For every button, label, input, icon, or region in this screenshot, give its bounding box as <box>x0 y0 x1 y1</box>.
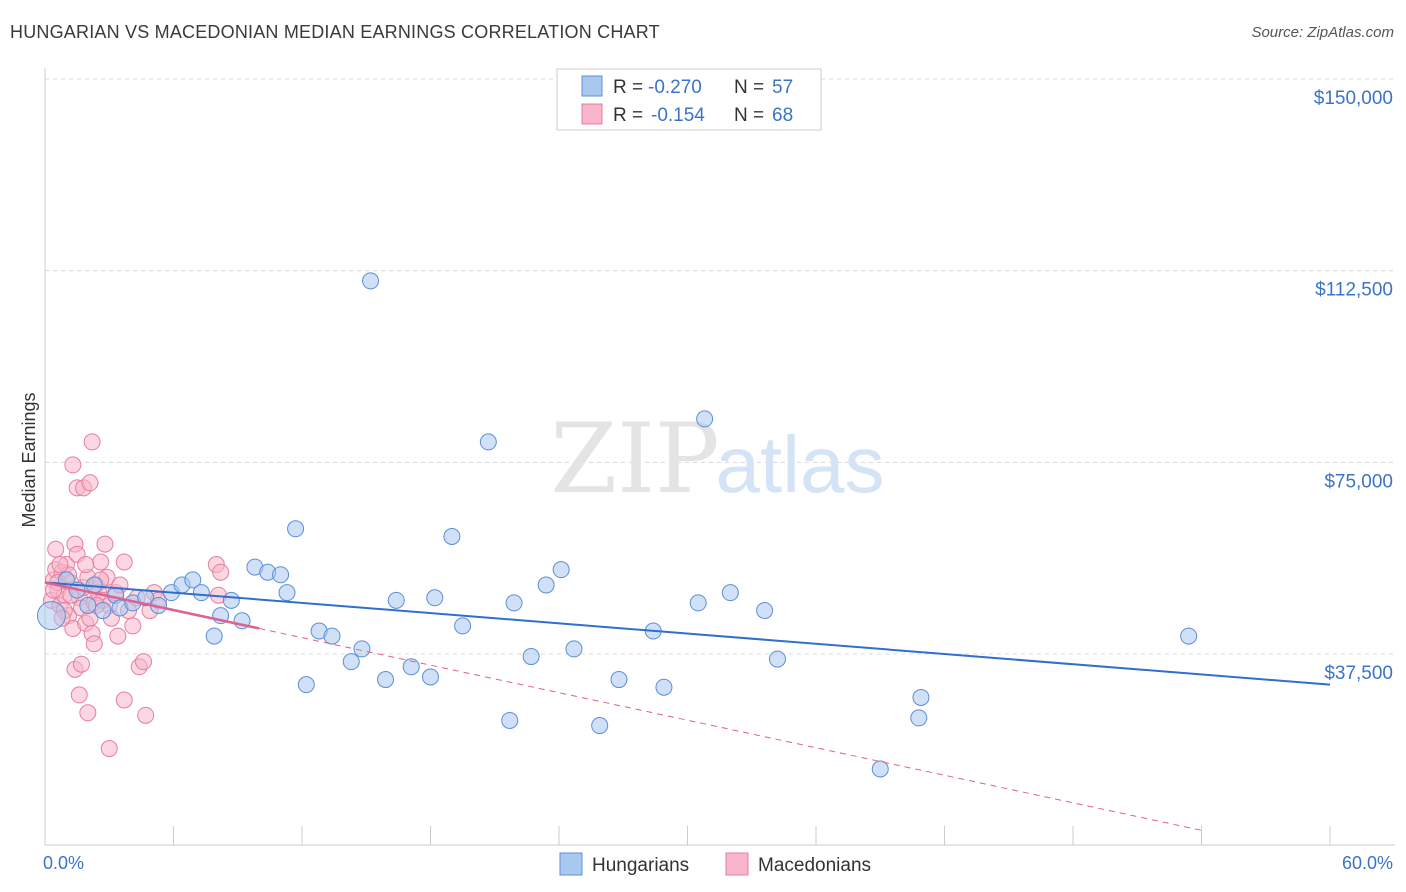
hungarian-point-55 <box>1180 627 1198 645</box>
x-tick-label-0: 0.0% <box>43 853 84 873</box>
macedonian-point-44 <box>124 617 142 635</box>
hungarian-point-34 <box>443 527 461 545</box>
hungarian-point-54 <box>910 709 928 727</box>
series-hungarians <box>36 272 1198 778</box>
y-tick-label-3: $150,000 <box>1314 88 1393 109</box>
macedonian-point-24 <box>92 553 110 571</box>
hungarian-point-41 <box>552 561 570 579</box>
hungarian-point-14 <box>205 627 223 645</box>
legend-n-value-macedonians: 68 <box>772 105 793 126</box>
hungarian-point-44 <box>610 671 628 689</box>
hungarian-point-35 <box>454 617 472 635</box>
legend-n-label-macedonians: N = <box>734 105 764 126</box>
watermark-zip: ZIP <box>550 403 719 515</box>
hungarian-point-12 <box>184 571 202 589</box>
legend-r-value-macedonians: -0.154 <box>651 105 705 126</box>
trend-line-hungarians <box>44 581 1331 686</box>
hungarian-point-26 <box>342 653 360 671</box>
macedonian-point-49 <box>115 691 133 709</box>
bottom-legend-label-macedonians: Macedonians <box>758 855 871 876</box>
y-tick-labels: $37,500 $75,000 $112,500 $150,000 <box>1314 88 1393 684</box>
bottom-legend-label-hungarians: Hungarians <box>592 855 689 876</box>
macedonian-point-64 <box>109 627 127 645</box>
hungarian-point-16 <box>222 591 240 609</box>
hungarian-point-51 <box>768 650 786 668</box>
hungarian-point-13 <box>192 584 210 602</box>
correlation-legend: R = -0.270 N = 57 R = -0.154 N = 68 <box>556 68 822 131</box>
hungarian-point-30 <box>387 591 405 609</box>
axes <box>44 68 1395 846</box>
source-label: Source: ZipAtlas.com <box>1251 24 1394 41</box>
hungarian-point-37 <box>501 711 519 729</box>
x-tick-label-1: 60.0% <box>1342 853 1393 873</box>
hungarian-point-33 <box>426 589 444 607</box>
hungarian-point-27 <box>353 640 371 658</box>
macedonian-point-29 <box>81 474 99 492</box>
macedonian-point-35 <box>85 635 103 653</box>
macedonian-point-32 <box>72 655 90 673</box>
hungarian-point-4 <box>94 602 112 620</box>
trend-extension-macedonians <box>259 627 1202 831</box>
legend-r-label-hungarians: R = <box>613 77 643 98</box>
macedonian-point-47 <box>135 653 153 671</box>
watermark-atlas: atlas <box>716 420 885 509</box>
hungarian-point-53 <box>912 688 930 706</box>
hungarian-point-32 <box>422 668 439 686</box>
hungarian-point-20 <box>272 566 290 584</box>
hungarian-point-52 <box>871 760 889 778</box>
hungarian-point-36 <box>479 433 497 451</box>
macedonian-point-34 <box>79 704 97 722</box>
hungarian-point-48 <box>696 410 714 428</box>
bottom-legend-swatch-macedonians <box>725 852 749 876</box>
y-tick-label-2: $112,500 <box>1315 280 1393 301</box>
trend-line-macedonians <box>44 581 260 630</box>
hungarian-point-29 <box>377 671 395 689</box>
hungarian-point-50 <box>756 602 774 620</box>
hungarian-point-56 <box>79 596 97 614</box>
hungarian-point-47 <box>689 594 707 612</box>
x-tick-labels: 0.0% 60.0% <box>43 853 1393 873</box>
legend-swatch-hungarians <box>581 75 603 97</box>
hungarian-point-0 <box>36 601 66 631</box>
hungarian-point-43 <box>591 717 609 735</box>
y-tick-label-1: $75,000 <box>1324 471 1393 492</box>
hungarian-point-21 <box>278 584 296 602</box>
chart-title: HUNGARIAN VS MACEDONIAN MEDIAN EARNINGS … <box>10 22 660 42</box>
legend-n-value-hungarians: 57 <box>772 77 793 98</box>
legend-swatch-macedonians <box>581 103 603 125</box>
macedonian-point-50 <box>100 740 118 758</box>
series-legend: Hungarians Macedonians <box>559 852 871 876</box>
hungarian-point-23 <box>297 676 315 694</box>
hungarian-point-38 <box>505 594 523 612</box>
y-axis-title: Median Earnings <box>19 392 39 527</box>
macedonian-point-36 <box>96 535 114 553</box>
hungarian-point-31 <box>402 658 420 676</box>
y-tick-label-0: $37,500 <box>1324 663 1393 684</box>
macedonian-point-66 <box>77 556 95 574</box>
macedonian-point-3 <box>47 540 65 558</box>
hungarian-point-25 <box>323 627 341 645</box>
legend-r-value-hungarians: -0.270 <box>648 77 702 98</box>
hungarian-point-39 <box>522 648 540 666</box>
hungarian-point-28 <box>362 272 380 290</box>
hungarian-point-49 <box>721 584 739 602</box>
macedonian-point-30 <box>83 433 101 451</box>
legend-n-label-hungarians: N = <box>734 77 764 98</box>
hungarian-point-40 <box>537 576 555 594</box>
legend-r-label-macedonians: R = <box>613 105 643 126</box>
hungarian-point-42 <box>565 640 583 658</box>
hungarian-point-46 <box>655 678 673 696</box>
bottom-legend-swatch-hungarians <box>559 852 583 876</box>
macedonian-point-33 <box>70 686 88 704</box>
hungarian-point-22 <box>287 520 305 538</box>
macedonian-point-56 <box>212 563 230 581</box>
trend-lines <box>44 581 1331 831</box>
macedonian-point-62 <box>51 556 69 574</box>
macedonian-point-42 <box>115 553 133 571</box>
macedonian-point-26 <box>64 456 82 474</box>
macedonian-point-48 <box>137 706 155 724</box>
